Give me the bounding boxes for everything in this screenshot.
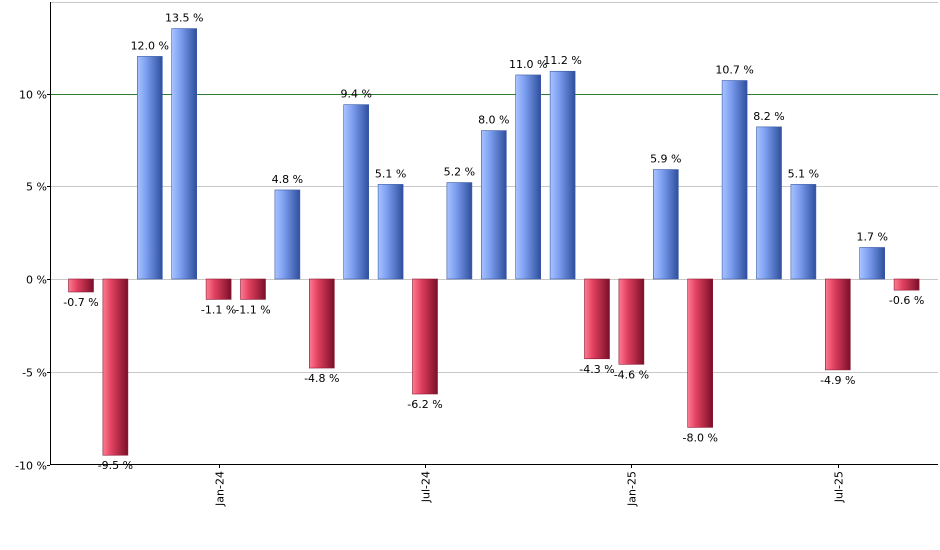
bar-positive [274,189,301,280]
bar-negative [308,278,335,369]
data-labels: -0.7 % -9.5 % 12.0 % 13.5 % -1.1 %-1.1 % 4.8 … [63,12,924,473]
bar-positive [790,184,817,280]
data-label: -4.9 % [820,374,855,387]
data-label: 13.5 % [165,12,203,25]
data-label: -6.2 % [407,398,442,411]
data-label: 4.8 % [272,173,303,186]
data-label: -1.1 % [235,303,270,316]
data-label: 5.2 % [444,166,475,179]
bar-positive [137,56,163,280]
data-label: 9.4 % [340,88,371,101]
axes: -10 % -5 % 0 % 5 % 10 % Jan-24 Jul-24 Jan-25 Jul… [15,2,938,507]
bar-negative [412,278,438,395]
y-tick-label: -10 % [15,460,47,473]
data-label: -0.7 % [63,296,98,309]
bar-positive [171,28,197,280]
data-label: 5.1 % [375,167,406,180]
data-label: -0.6 % [889,294,924,307]
data-label: -9.5 % [98,459,133,472]
bar-negative [618,278,645,365]
y-tick-label: 10 % [19,89,47,102]
bar-positive [756,126,782,280]
bar-negative [240,278,266,300]
data-label: -4.8 % [304,372,339,385]
bar-positive [721,80,748,280]
bar-positive [859,247,886,280]
bar-positive [343,104,370,280]
bar-negative [893,278,920,291]
data-label: 8.2 % [753,110,784,123]
bar-negative [68,278,94,293]
data-label: -8.0 % [682,431,717,444]
data-label: 11.2 % [543,54,581,67]
x-tick-label: Jul-25 [833,471,846,503]
y-tick-label: -5 % [22,367,47,380]
data-label: 8.0 % [478,114,509,127]
bar-negative [824,278,851,371]
bar-positive [446,182,473,280]
data-label: -4.3 % [579,363,614,376]
data-label: 10.7 % [715,64,753,77]
x-tick-label: Jul-24 [420,471,433,503]
data-label: 5.9 % [650,153,681,166]
data-label: 5.1 % [788,167,819,180]
bar-positive [652,169,679,280]
data-label: 12.0 % [131,39,169,52]
x-tick-label: Jan-24 [214,471,227,507]
bar-positive [377,184,404,280]
bar-negative [584,278,610,360]
bar-negative [205,278,232,300]
data-label: 11.0 % [509,58,547,71]
data-label: 1.7 % [856,230,887,243]
bar-positive [549,70,576,280]
data-label: -4.6 % [614,368,649,381]
bar-negative [687,278,714,428]
bar-negative [102,278,129,456]
bar-positive [515,74,542,280]
y-tick-label: 0 % [26,274,47,287]
x-tick-label: Jan-25 [626,471,639,507]
data-label: -1.1 % [201,303,236,316]
bar-positive [480,130,507,280]
bars [68,28,920,456]
y-tick-label: 5 % [26,181,47,194]
